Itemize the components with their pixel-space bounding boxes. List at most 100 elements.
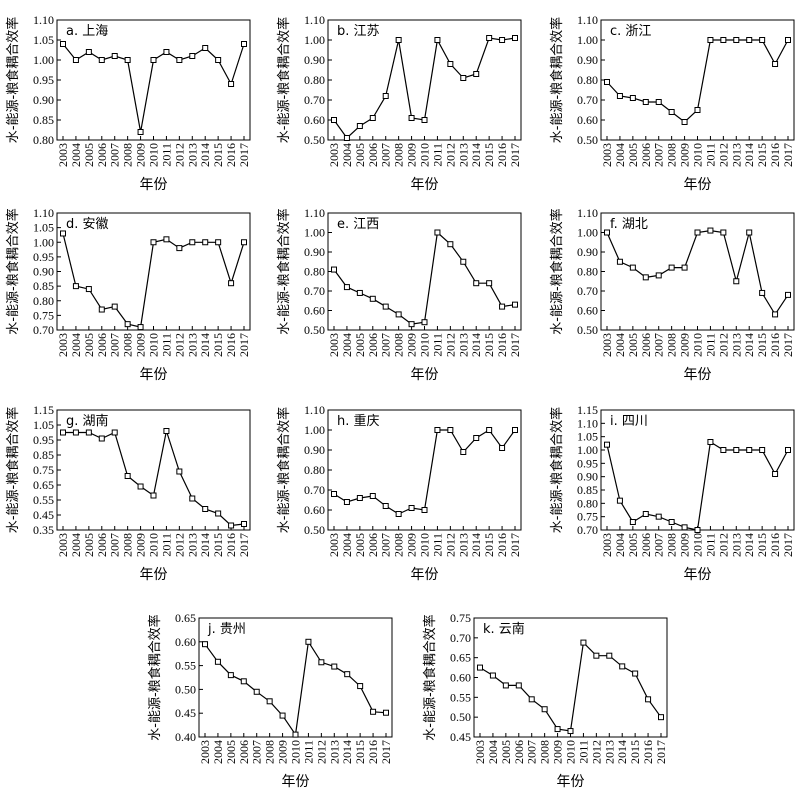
data-point (499, 445, 506, 451)
x-tick-label: 2013 (185, 533, 199, 557)
chart-panel-1: 0.50 0.60 0.70 0.80 0.90 1.00 1.10 200320042005… (276, 13, 522, 193)
x-tick-label: 2015 (755, 333, 769, 357)
y-axis-label: 水-能源-粮食耦合效率 (147, 614, 163, 740)
x-tick-label: 2005 (626, 143, 640, 167)
data-point (541, 706, 548, 713)
x-tick-label: 2015 (755, 143, 769, 167)
x-tick-label: 2006 (95, 333, 109, 357)
chart-panel-5: 0.50 0.60 0.70 0.80 0.90 1.00 1.10 200320042005… (549, 206, 795, 383)
x-tick-label: 2011 (159, 533, 173, 557)
x-tick-label: 2004 (211, 740, 225, 764)
x-tick-label: 2009 (678, 333, 692, 357)
y-tick-label: 1.05 (33, 418, 54, 432)
x-tick-label: 2003 (600, 533, 614, 557)
y-tick-label: 1.00 (304, 423, 325, 437)
data-point (681, 524, 688, 531)
x-tick-label: 2006 (237, 740, 251, 764)
x-tick-label: 2010 (418, 333, 432, 357)
chart-panel-4: 0.50 0.60 0.70 0.80 0.90 1.00 1.10 200320042005… (276, 206, 522, 383)
data-point (163, 428, 170, 434)
x-tick-label: 2009 (405, 533, 419, 557)
x-tick-label: 2017 (508, 533, 522, 557)
x-tick-label: 2010 (418, 533, 432, 557)
data-point (176, 468, 183, 475)
x-tick-label: 2011 (159, 333, 173, 357)
data-point (502, 682, 509, 689)
data-point (460, 449, 467, 455)
x-tick-label: 2003 (198, 740, 212, 764)
panel-title: b. 江苏 (337, 23, 380, 39)
y-tick-label: 0.60 (175, 635, 196, 649)
y-tick-label: 1.00 (304, 226, 325, 240)
y-tick-label: 0.85 (577, 483, 598, 497)
y-tick-label: 0.95 (33, 433, 54, 447)
x-tick-label: 2006 (366, 533, 380, 557)
x-tick-label: 2017 (781, 143, 795, 167)
data-point (447, 427, 454, 433)
x-tick-label: 2009 (405, 143, 419, 167)
x-tick-label: 2004 (613, 143, 627, 167)
y-tick-label: 0.80 (304, 73, 325, 87)
data-point (163, 236, 170, 243)
data-point (228, 81, 235, 87)
data-point (214, 658, 221, 665)
data-point (720, 447, 727, 453)
data-point (202, 239, 209, 246)
data-point (344, 671, 351, 678)
y-tick-label: 0.90 (304, 245, 325, 259)
data-point (189, 239, 196, 246)
x-axis-label: 年份 (282, 774, 310, 790)
data-point (383, 709, 389, 716)
panel-title: a. 上海 (66, 24, 108, 39)
y-tick-label: 0.60 (304, 113, 325, 127)
y-tick-label: 0.80 (304, 265, 325, 279)
x-tick-label: 2009 (134, 143, 148, 167)
y-tick-label: 1.05 (577, 430, 598, 444)
data-point (477, 664, 483, 671)
data-point (616, 497, 623, 504)
x-tick-label: 2011 (703, 333, 717, 357)
data-point (356, 289, 363, 296)
y-tick-label: 0.60 (450, 671, 471, 685)
x-axis-label: 年份 (140, 367, 168, 383)
y-tick-label: 0.80 (33, 294, 54, 308)
data-point (343, 135, 350, 141)
x-tick-label: 2007 (108, 143, 122, 167)
data-point (189, 495, 196, 502)
x-axis-label: 年份 (140, 567, 168, 583)
y-tick-label: 0.45 (450, 730, 471, 744)
data-point (512, 301, 518, 308)
y-tick-label: 0.60 (304, 503, 325, 517)
data-point (681, 264, 688, 271)
y-tick-label: 0.60 (577, 304, 598, 318)
x-tick-label: 2003 (327, 533, 341, 557)
x-tick-label: 2008 (392, 143, 406, 167)
x-axis-label: 年份 (557, 774, 585, 790)
data-point (150, 492, 157, 499)
data-point (434, 229, 441, 236)
data-point (369, 493, 376, 499)
x-tick-label: 2012 (443, 333, 457, 357)
x-tick-label: 2003 (600, 143, 614, 167)
x-tick-label: 2008 (263, 740, 277, 764)
data-point (733, 447, 740, 453)
x-tick-label: 2009 (551, 740, 565, 764)
x-tick-label: 2003 (327, 333, 341, 357)
data-point (694, 527, 701, 533)
x-tick-label: 2013 (456, 333, 470, 357)
data-point (785, 447, 791, 453)
data-point (668, 519, 675, 525)
x-tick-label: 2003 (56, 143, 70, 167)
x-tick-label: 2011 (430, 533, 444, 557)
data-point (733, 37, 740, 43)
y-axis-label: 水-能源-粮食耦合效率 (276, 407, 292, 533)
data-point (370, 708, 377, 715)
y-tick-label: 1.10 (577, 206, 598, 220)
y-tick-label: 0.85 (33, 113, 54, 127)
data-point (369, 115, 376, 121)
x-tick-label: 2013 (729, 143, 743, 167)
x-tick-label: 2016 (768, 333, 782, 357)
x-tick-label: 2016 (224, 533, 238, 557)
x-tick-label: 2011 (430, 143, 444, 167)
x-tick-label: 2005 (82, 333, 96, 357)
